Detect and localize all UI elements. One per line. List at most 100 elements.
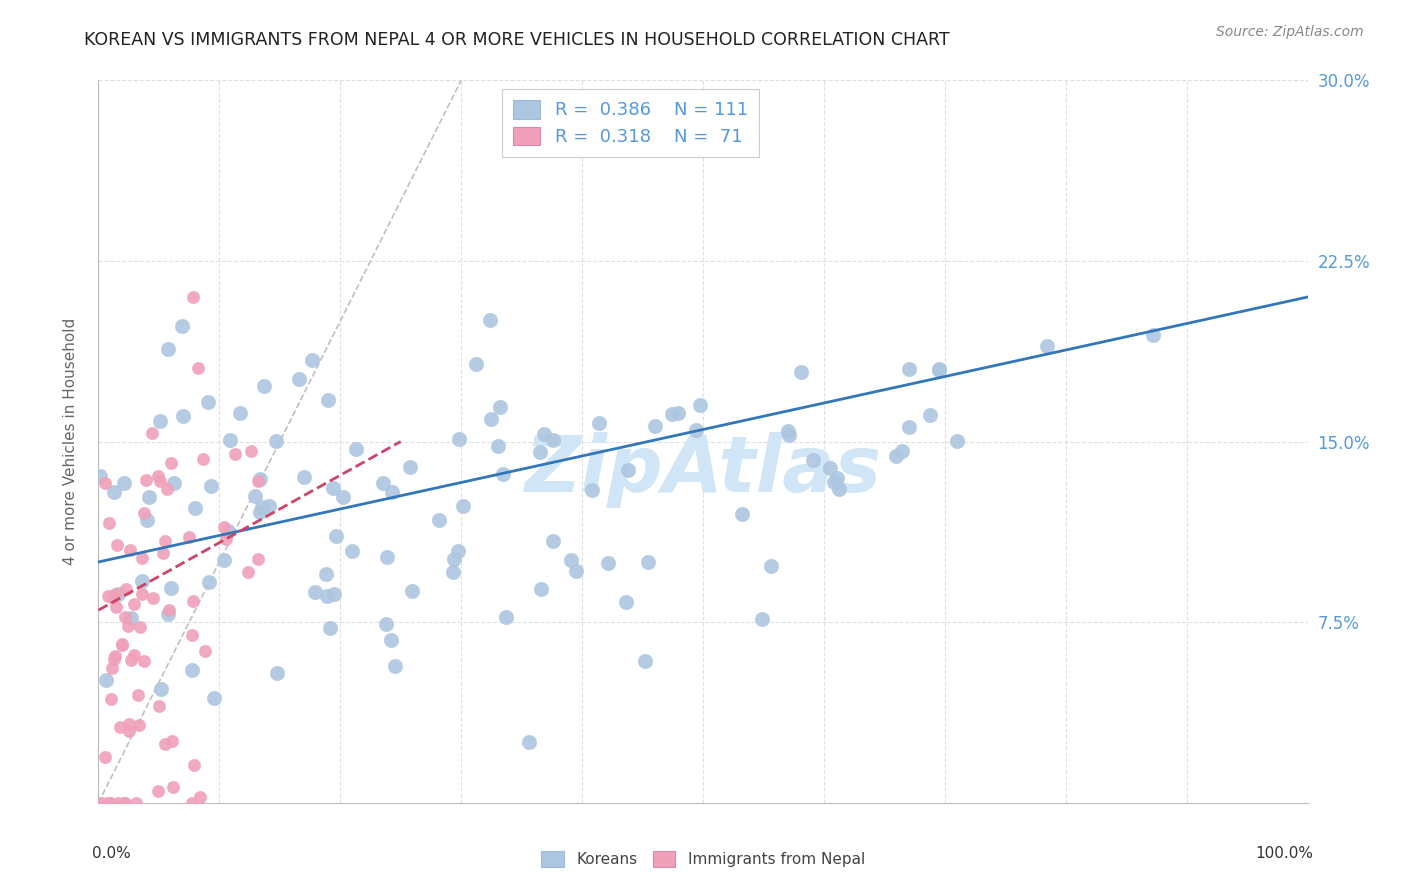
Point (219, 434, 242, 448)
Point (598, 556, 620, 570)
Point (581, 483, 603, 498)
Point (685, 423, 707, 437)
Point (97, 516, 120, 530)
Point (118, 716, 141, 731)
Point (381, 485, 404, 500)
Legend: Koreans, Immigrants from Nepal: Koreans, Immigrants from Nepal (533, 843, 873, 875)
Point (264, 434, 287, 449)
Text: ZipAtlas: ZipAtlas (524, 433, 882, 508)
Point (149, 414, 172, 428)
Point (257, 500, 280, 514)
Point (214, 553, 236, 567)
Point (148, 699, 170, 714)
Point (181, 594, 204, 608)
Point (197, 394, 219, 409)
Point (614, 594, 637, 608)
Point (495, 609, 517, 624)
Point (149, 474, 172, 488)
Point (110, 637, 132, 651)
Y-axis label: 4 or more Vehicles in Household: 4 or more Vehicles in Household (63, 318, 77, 566)
Point (94, 673, 117, 687)
Point (884, 449, 907, 463)
Point (112, 796, 135, 810)
Point (183, 758, 205, 772)
Point (342, 544, 364, 558)
Point (101, 661, 124, 675)
Point (486, 439, 509, 453)
Point (246, 551, 269, 566)
Point (644, 418, 666, 433)
Point (179, 530, 201, 544)
Point (103, 652, 125, 666)
Point (250, 500, 273, 515)
Point (249, 505, 271, 519)
Point (617, 463, 640, 477)
Point (94, 750, 117, 764)
Point (374, 617, 396, 632)
Point (790, 365, 813, 379)
Point (114, 610, 136, 624)
Point (120, 652, 142, 666)
Point (110, 721, 132, 735)
Point (224, 447, 246, 461)
Point (946, 434, 969, 448)
Point (104, 649, 127, 664)
Point (120, 611, 142, 625)
Point (541, 433, 564, 447)
Point (183, 290, 205, 304)
Point (1142, 328, 1164, 343)
Point (529, 445, 551, 459)
Point (128, 620, 150, 634)
Point (122, 597, 145, 611)
Point (304, 585, 326, 599)
Point (101, 591, 124, 605)
Point (120, 542, 142, 557)
Point (637, 555, 659, 569)
Point (202, 691, 225, 706)
Point (107, 586, 129, 600)
Point (105, 599, 128, 614)
Point (918, 409, 941, 423)
Point (160, 456, 183, 470)
Point (371, 475, 394, 490)
Point (588, 416, 610, 430)
Point (465, 357, 488, 371)
Point (131, 574, 153, 588)
Point (96, 796, 118, 810)
Point (200, 478, 222, 492)
Point (118, 723, 141, 738)
Point (172, 409, 194, 423)
Point (451, 499, 474, 513)
Point (142, 591, 165, 605)
Point (229, 407, 252, 421)
Point (93, 475, 115, 490)
Point (103, 485, 125, 500)
Point (124, 648, 146, 662)
Point (138, 490, 160, 504)
Point (530, 582, 553, 597)
Text: 100.0%: 100.0% (1256, 847, 1313, 861)
Point (246, 474, 269, 488)
Point (447, 544, 470, 558)
Point (266, 666, 288, 681)
Point (449, 433, 471, 447)
Point (107, 796, 129, 810)
Point (898, 420, 921, 434)
Point (731, 507, 754, 521)
Point (377, 550, 399, 565)
Point (491, 467, 513, 482)
Point (479, 312, 502, 326)
Point (928, 363, 950, 377)
Point (157, 603, 180, 617)
Point (778, 424, 800, 438)
Point (479, 412, 502, 426)
Point (149, 682, 172, 697)
Point (184, 500, 207, 515)
Point (212, 520, 235, 534)
Point (759, 559, 782, 574)
Point (104, 587, 127, 601)
Point (134, 654, 156, 668)
Point (560, 553, 582, 567)
Point (131, 587, 153, 601)
Point (823, 475, 845, 489)
